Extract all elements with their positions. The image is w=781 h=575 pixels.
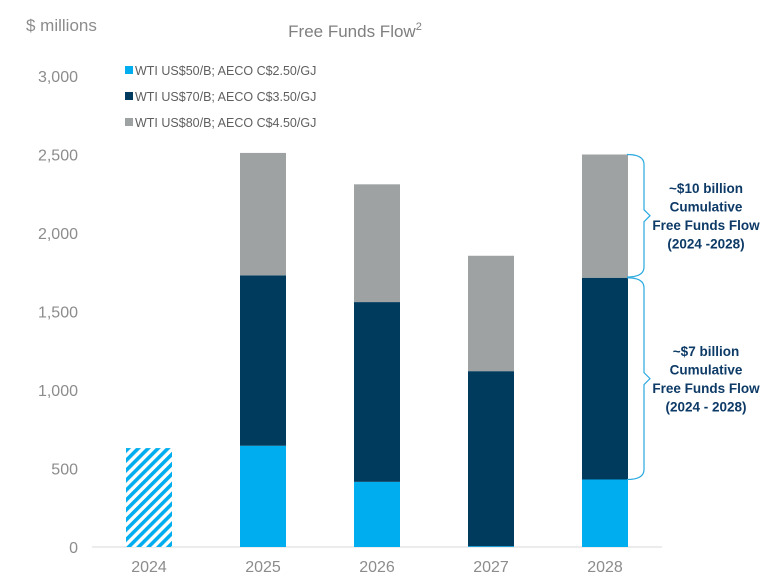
x-tick-label: 2027 [473, 559, 509, 575]
bars [126, 152, 628, 547]
annotation-line: Free Funds Flow [652, 218, 760, 233]
annotation-line: ~$10 billion [669, 181, 743, 196]
y-tick-label: 2,000 [38, 226, 78, 243]
legend-swatch-wti50 [125, 66, 133, 74]
annotation-line: Cumulative [670, 362, 743, 377]
x-tick-label: 2026 [359, 559, 395, 575]
annotation-line: (2024 -2028) [667, 236, 744, 251]
y-tick-label: 1,500 [38, 305, 78, 322]
annotation-line: (2024 - 2028) [665, 399, 746, 414]
bar-segment-wti80-2027 [468, 255, 514, 372]
y-tick-label: 0 [69, 540, 78, 557]
bar-segment-wti50-2027 [468, 546, 514, 547]
legend-label-wti70: WTI US$70/B; AECO C$3.50/GJ [135, 90, 316, 104]
legend-swatch-wti70 [125, 92, 133, 100]
bar-segment-wti80-2025 [240, 152, 286, 276]
y-tick-label: 2,500 [38, 148, 78, 165]
bar-segment-wti50-2026 [354, 481, 400, 547]
legend-swatch-wti80 [125, 118, 133, 126]
y-axis: 0 500 1,000 1,500 2,000 2,500 3,000 [38, 69, 78, 557]
chart-title-text: Free Funds Flow [288, 22, 416, 41]
annotation-brace [626, 153, 651, 278]
x-tick-label: 2025 [245, 559, 281, 575]
bar-segment-wti50-2028 [582, 479, 628, 547]
bar-segment-wti70-2025 [240, 275, 286, 446]
bar-segment-wti50-2024 [126, 448, 172, 547]
chart-title: Free Funds Flow2 [288, 21, 422, 41]
legend: WTI US$50/B; AECO C$2.50/GJ WTI US$70/B; … [125, 64, 316, 130]
y-axis-unit-label: $ millions [26, 16, 97, 35]
x-tick-label: 2024 [131, 559, 167, 575]
bar-segment-wti50-2025 [240, 445, 286, 547]
legend-label-wti80: WTI US$80/B; AECO C$4.50/GJ [135, 116, 316, 130]
y-tick-label: 1,000 [38, 383, 78, 400]
annotation-brace [626, 277, 651, 481]
bar-segment-wti70-2027 [468, 371, 514, 547]
bar-segment-wti70-2028 [582, 277, 628, 480]
y-tick-label: 500 [51, 462, 78, 479]
y-tick-label: 3,000 [38, 69, 78, 86]
annotation-line: Free Funds Flow [652, 381, 760, 396]
legend-label-wti50: WTI US$50/B; AECO C$2.50/GJ [135, 64, 316, 78]
annotation-line: ~$7 billion [673, 344, 739, 359]
x-tick-label: 2028 [587, 559, 623, 575]
bar-segment-wti80-2028 [582, 154, 628, 278]
bar-segment-wti80-2026 [354, 184, 400, 303]
bar-segment-wti70-2026 [354, 302, 400, 482]
annotations: ~$10 billion Cumulative Free Funds Flow (20… [626, 153, 760, 481]
x-axis: 2024 2025 2026 2027 2028 [131, 559, 623, 575]
chart-title-superscript: 2 [416, 21, 422, 33]
annotation-line: Cumulative [670, 199, 743, 214]
